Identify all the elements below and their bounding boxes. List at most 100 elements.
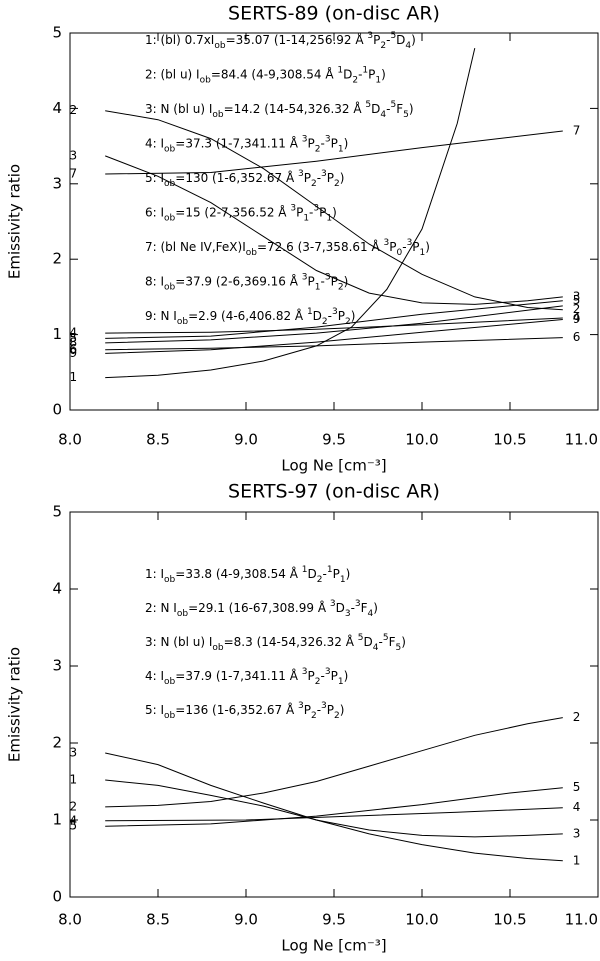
annotation-sup: 3 [325,667,331,677]
annotation-sup: 1 [327,565,333,575]
annotation-text: =8.3 (14-54,326.32 Å [224,634,358,649]
annotation-sup: 3 [325,135,331,145]
annotation-text: - [402,240,406,254]
annotation-text: =14.2 (14-54,326.32 Å [224,101,366,116]
annotation-text: P [331,669,338,683]
y-tick-label: 5 [52,24,62,42]
series-label: 6 [573,330,581,344]
annotation-sub: 1 [340,575,346,585]
annotation-text: F [389,635,396,649]
y-tick-label: 5 [52,503,62,521]
annotation: 4: Iob​=37.9 (1-7,341.11 Å 3​P2​-3​P1​) [145,667,348,687]
annotation-text: P [308,137,315,151]
annotation-sub: 3 [345,609,351,619]
annotation-text: - [386,33,390,47]
chart-title: SERTS-97 (on-disc AR) [228,481,440,503]
series-label: 2 [70,799,78,813]
annotation-text: =15 (2-7,356.52 Å [175,205,290,220]
annotation-sup: 3 [290,204,296,214]
annotation-text: =84.4 (4-9,308.54 Å [211,67,338,82]
annotation-sub: ob [164,214,176,224]
annotation-sub: 2 [322,317,328,327]
annotation-text: - [317,703,321,717]
annotation-sub: 2 [345,317,351,327]
annotation-sub: 2 [317,575,323,585]
annotation: 2: (bl u) Iob​=84.4 (4-9,308.54 Å 1​D2​-… [145,66,386,86]
series-label: 8 [70,335,78,349]
annotation-sup: 1 [307,307,313,317]
annotation-sub: 2 [334,711,340,721]
annotation-sup: 3 [332,307,338,317]
annotation: 9: N Iob​=2.9 (4-6,406.82 Å 1​D2​-3​P2​) [145,307,355,327]
x-tick-label: 10.5 [493,911,526,929]
annotation: 8: Iob​=37.9 (2-6,369.16 Å 3​P1​-3​P2​) [145,273,348,293]
annotation-text: P [304,703,311,717]
series-line [105,807,563,822]
annotation-text: ) [344,275,349,289]
series-line [105,130,563,175]
annotation-text: 1: I [145,567,164,581]
annotation-sub: 2 [315,677,321,687]
series-label: 3 [573,826,581,840]
x-tick-label: 8.0 [58,431,82,449]
annotation-sup: 5 [383,633,389,643]
annotation: 1: (bl) 0.7xIob​=35.07 (1-14,256.92 Å 3​… [145,31,416,51]
annotation-text: P [308,669,315,683]
annotation-sup: 5 [358,633,364,643]
y-tick-label: 2 [52,734,62,752]
x-tick-label: 10.0 [405,431,438,449]
series-label: 9 [573,312,581,326]
annotation: 2: N Iob​=29.1 (16-67,308.99 Å 3​D3​-3​F… [145,599,378,619]
series-label: 7 [573,124,581,138]
chart-title: SERTS-89 (on-disc AR) [228,3,440,25]
annotation-text: ) [409,102,414,116]
annotation-text: 2: (bl u) I [145,68,200,82]
annotation-text: =35.07 (1-14,256.92 Å [226,32,368,47]
series-line [105,319,563,354]
annotation-text: =72.6 (3-7,358.61 Å [257,239,384,254]
annotation-sup: 3 [302,273,308,283]
annotation-sup: 3 [355,599,361,609]
annotation-text: - [309,206,313,220]
x-tick-label: 11.0 [565,431,598,449]
x-tick-label: 9.5 [322,431,346,449]
annotation: 7: (bl Ne IV,FeX)Iob​=72.6 (3-7,358.61 Å… [145,238,430,258]
annotation-text: =29.1 (16-67,308.99 Å [188,600,330,615]
annotation-sub: 1 [303,214,309,224]
series-label: 5 [573,780,581,794]
annotation-text: - [386,102,390,116]
y-tick-label: 1 [52,811,62,829]
annotation-text: - [328,309,332,323]
annotation-text: D [364,635,373,649]
series-label: 2 [573,710,581,724]
annotation-text: D [396,33,405,47]
series-label: 3 [70,746,78,760]
annotation-sub: 2 [311,179,317,189]
annotation-text: - [321,137,325,151]
annotation-text: D [336,601,345,615]
annotation-sup: 3 [313,204,319,214]
annotation-sup: 1 [362,66,368,76]
annotation-text: 7: (bl Ne IV,FeX)I [145,240,246,254]
annotation-text: 8: I [145,275,164,289]
annotation-text: ) [340,703,345,717]
annotation-sub: 1 [375,76,381,86]
annotation-text: P [373,33,380,47]
annotation-sub: 5 [395,643,401,653]
annotation-text: ) [344,669,349,683]
series-line [105,47,476,379]
annotation-sub: 2 [338,283,344,293]
annotation-text: 1: (bl) 0.7xI [145,33,214,47]
series-label: 2 [70,103,78,117]
annotation-sub: ob [177,609,189,619]
series-line [105,317,563,334]
x-tick-label: 9.0 [234,911,258,929]
x-tick-label: 8.5 [146,911,170,929]
annotation-text: =33.8 (4-9,308.54 Å [175,566,302,581]
annotation-text: 2: N I [145,601,177,615]
series-line [105,752,563,838]
annotation-text: ) [401,635,406,649]
annotation-text: F [361,601,368,615]
annotation-sup: 3 [330,599,336,609]
